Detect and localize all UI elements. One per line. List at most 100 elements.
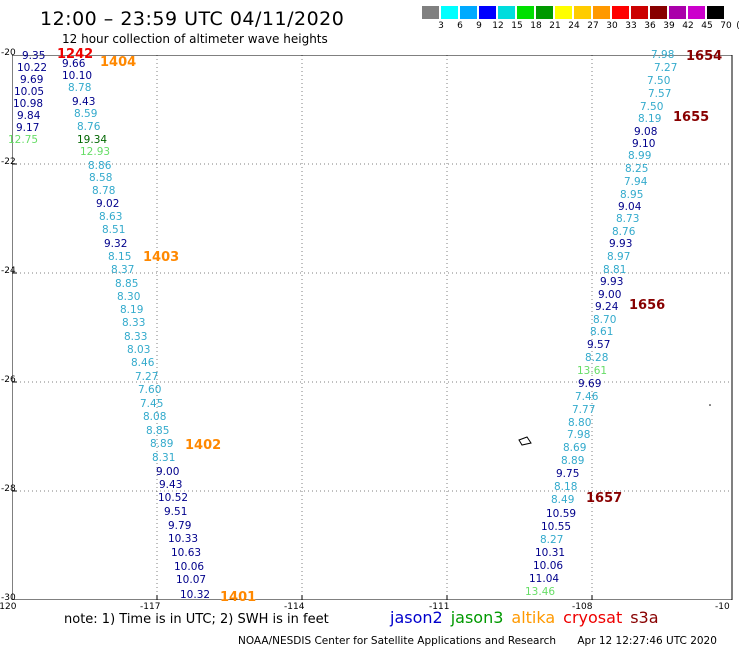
right-track-value: 8.61 <box>590 326 614 338</box>
left-track-value: 8.78 <box>92 185 116 197</box>
right-track-value: 8.70 <box>593 314 617 326</box>
footer-org: NOAA/NESDIS Center for Satellite Applica… <box>238 635 556 647</box>
map-grid <box>11 54 733 601</box>
left-track-value: 8.58 <box>89 172 113 184</box>
right-track-value: 8.28 <box>585 352 609 364</box>
satellite-jason3: jason3 <box>450 608 504 627</box>
pass-time-label: 1656 <box>629 298 666 313</box>
lon-label: -108 <box>572 602 593 612</box>
legend-swatch <box>498 6 515 19</box>
left-track-value: 8.31 <box>152 452 176 464</box>
right-track-value: 8.99 <box>628 150 652 162</box>
legend-swatch <box>612 6 629 19</box>
right-track-value: 8.89 <box>561 455 585 467</box>
satellite-s3a: s3a <box>630 608 659 627</box>
left-track-value: 10.98 <box>13 98 44 110</box>
lat-label: -22 <box>1 157 16 167</box>
map-subtitle: 12 hour collection of altimeter wave hei… <box>62 32 328 46</box>
left-track-value: 10.32 <box>180 589 211 601</box>
left-track-value: 8.59 <box>74 108 98 120</box>
right-track-value: 10.55 <box>541 521 572 533</box>
map-plot[interactable] <box>11 54 738 601</box>
left-track-value: 7.60 <box>138 384 162 396</box>
pass-time-label: 1657 <box>586 491 623 506</box>
legend-swatch <box>460 6 477 19</box>
lat-label: -20 <box>1 48 16 58</box>
left-track-value: 10.07 <box>176 574 207 586</box>
right-track-value: 7.27 <box>654 62 678 74</box>
right-track-value: 7.98 <box>651 49 675 61</box>
lon-label: -10 <box>715 602 730 612</box>
right-track-value: 10.31 <box>535 547 566 559</box>
right-track-value: 9.93 <box>609 238 633 250</box>
pass-time-label: 1404 <box>100 55 137 70</box>
left-track-value: 9.35 <box>22 50 46 62</box>
right-track-value: 8.73 <box>616 213 640 225</box>
pass-time-label: 1401 <box>220 590 257 605</box>
footer: NOAA/NESDIS Center for Satellite Applica… <box>238 635 735 647</box>
right-track-value: 8.27 <box>540 534 564 546</box>
legend-swatch <box>650 6 667 19</box>
pass-time-label: 1654 <box>686 49 723 64</box>
satellite-altika: altika <box>511 608 556 627</box>
legend-label: 24 <box>568 21 580 31</box>
lon-label: -111 <box>429 602 450 612</box>
left-track-value: 9.69 <box>20 74 44 86</box>
right-track-value: 8.97 <box>607 251 631 263</box>
map-title: 12:00 – 23:59 UTC 04/11/2020 <box>40 8 345 30</box>
right-track-value: 9.75 <box>556 468 580 480</box>
legend-label: 12 <box>492 21 504 31</box>
legend-swatch <box>707 6 724 19</box>
legend-unit: (ft) <box>736 21 740 31</box>
right-track-value: 7.57 <box>648 88 672 100</box>
legend-swatch <box>593 6 610 19</box>
legend-label: 36 <box>644 21 656 31</box>
legend-swatch <box>688 6 705 19</box>
left-track-value: 7.45 <box>140 398 164 410</box>
left-track-value: 9.66 <box>62 58 86 70</box>
left-track-value: 9.51 <box>164 506 188 518</box>
legend-label: 15 <box>511 21 523 31</box>
legend-label: 18 <box>530 21 542 31</box>
left-track-value: 10.10 <box>62 70 93 82</box>
left-track-value: 10.33 <box>168 533 199 545</box>
left-track-value: 8.86 <box>88 160 112 172</box>
legend-label: 30 <box>606 21 618 31</box>
left-track-value: 8.37 <box>111 264 135 276</box>
left-track-value: 10.05 <box>14 86 45 98</box>
lat-label: -28 <box>1 484 16 494</box>
left-track-value: 8.78 <box>68 82 92 94</box>
left-track-value: 8.33 <box>124 331 148 343</box>
pass-time-label: 1242 <box>57 47 94 62</box>
satellite-cryosat: cryosat <box>563 608 623 627</box>
legend-swatch <box>517 6 534 19</box>
right-track-value: 7.50 <box>647 75 671 87</box>
right-track-value: 8.18 <box>554 481 578 493</box>
right-track-value: 7.77 <box>572 404 596 416</box>
left-track-value: 8.63 <box>99 211 123 223</box>
left-track-value: 8.51 <box>102 224 126 236</box>
legend-label: 6 <box>457 21 463 31</box>
right-track-value: 8.25 <box>625 163 649 175</box>
legend-swatch <box>574 6 591 19</box>
lat-label: -30 <box>1 593 16 603</box>
lon-label: -117 <box>140 602 161 612</box>
legend-label: 3 <box>438 21 444 31</box>
satellite-legend: jason2 jason3 altika cryosat s3a <box>390 608 667 627</box>
legend-label: 9 <box>476 21 482 31</box>
right-track-value: 9.57 <box>587 339 611 351</box>
right-track-value: 13.61 <box>577 365 608 377</box>
left-track-value: 9.43 <box>72 96 96 108</box>
left-track-value: 10.52 <box>158 492 189 504</box>
legend-swatch <box>422 6 439 19</box>
legend-swatch <box>536 6 553 19</box>
right-track-value: 8.76 <box>612 226 636 238</box>
left-track-value: 9.79 <box>168 520 192 532</box>
island-outline <box>518 436 532 446</box>
left-track-value: 8.89 <box>150 438 174 450</box>
small-island <box>709 404 711 406</box>
lon-label: -120 <box>0 602 17 612</box>
left-track-value: 8.08 <box>143 411 167 423</box>
left-track-value: 8.15 <box>108 251 132 263</box>
right-track-value: 9.04 <box>618 201 642 213</box>
